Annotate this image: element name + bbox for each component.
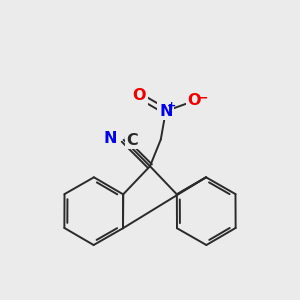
Text: −: − bbox=[198, 92, 208, 105]
Text: +: + bbox=[167, 101, 176, 111]
Text: N: N bbox=[104, 131, 117, 146]
Text: N: N bbox=[159, 104, 172, 119]
Text: C: C bbox=[127, 133, 138, 148]
Text: O: O bbox=[133, 88, 146, 104]
Text: O: O bbox=[188, 93, 201, 108]
